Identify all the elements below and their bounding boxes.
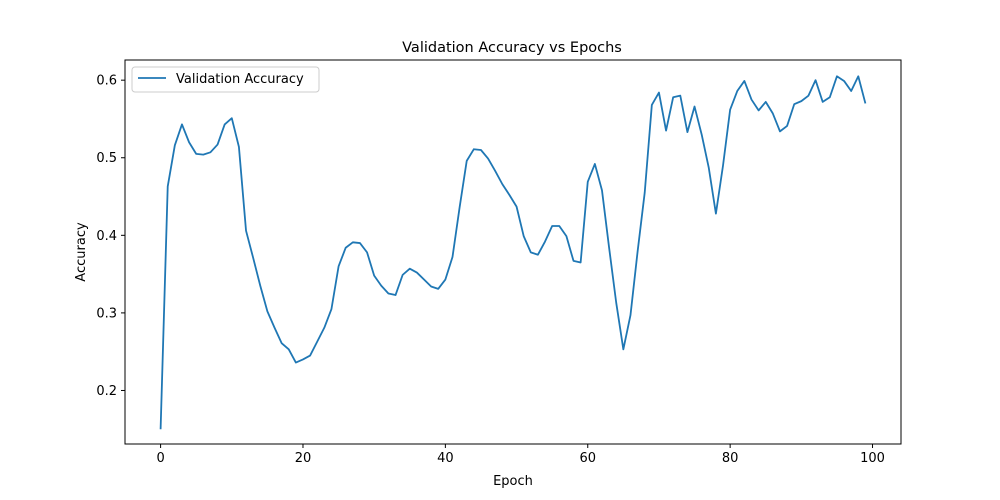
y-tick-label: 0.2 [96, 384, 117, 399]
series-line-validation-accuracy [159, 75, 867, 430]
y-tick-label: 0.3 [96, 306, 117, 321]
y-tick-label: 0.6 [96, 74, 117, 89]
legend: Validation Accuracy [131, 66, 320, 93]
x-tick-label: 60 [579, 451, 596, 466]
x-tick-label: 40 [437, 451, 454, 466]
chart-title: Validation Accuracy vs Epochs [402, 40, 622, 56]
y-tick-label: 0.5 [96, 151, 117, 166]
x-tick-label: 20 [295, 451, 312, 466]
legend-label: Validation Accuracy [176, 72, 304, 87]
x-tick-label: 80 [722, 451, 739, 466]
plot-area-frame [124, 59, 902, 445]
legend-box [131, 66, 320, 93]
y-axis-label: Accuracy [74, 222, 89, 282]
x-axis: 0 20 40 60 80 100 [156, 444, 885, 466]
x-tick-label: 0 [156, 451, 164, 466]
series-layer [159, 75, 867, 430]
y-axis: 0.2 0.3 0.4 0.5 0.6 [96, 74, 125, 399]
y-tick-label: 0.4 [96, 229, 117, 244]
x-tick-label: 100 [860, 451, 885, 466]
x-axis-label: Epoch [493, 474, 533, 489]
